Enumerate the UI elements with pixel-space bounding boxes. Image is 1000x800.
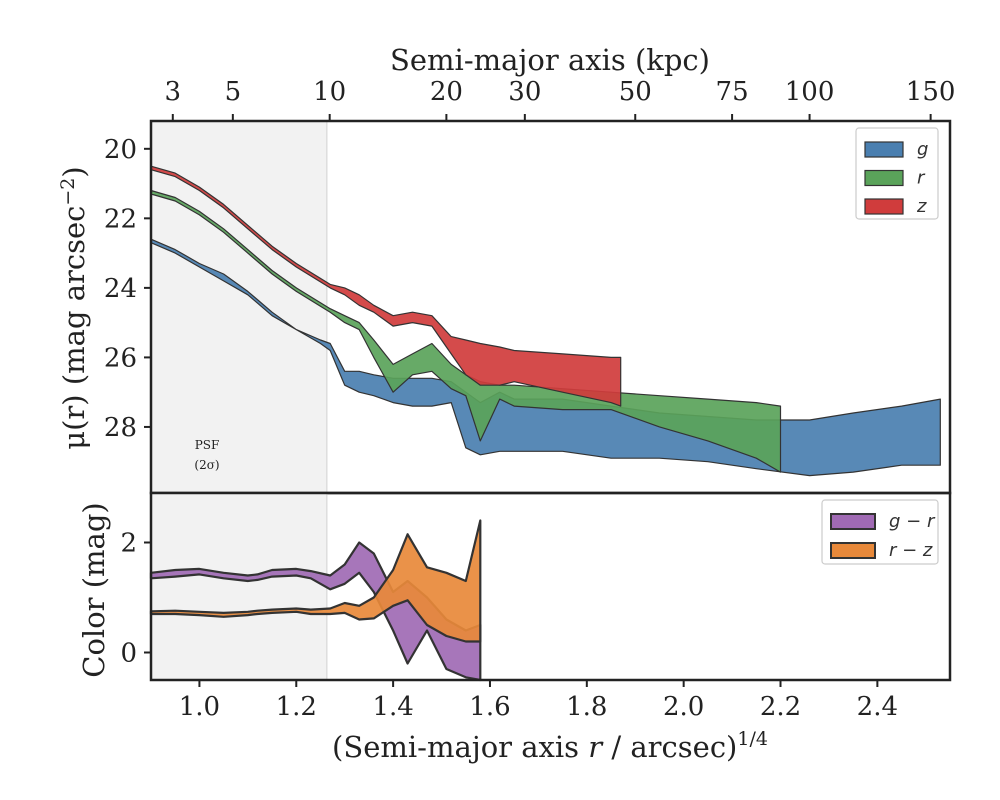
kpc-tick-label-5: 5 [225,77,242,107]
color-legend-swatch-g-r [830,513,876,530]
psf-region-shade-color [151,493,327,680]
psf-label: PSF [195,438,220,452]
xtick-label-1.8: 1.8 [566,692,607,722]
mu-axis-label: μ(r) (mag arcsec−2) [57,166,91,449]
mu-legend-swatch-g [864,141,904,158]
color-ytick-label-0: 0 [120,639,137,669]
mu-band-z [150,165,622,407]
mu-ytick-label-24: 24 [104,274,137,304]
mu-legend-label-z: z [916,196,927,217]
mu-ytick-label-26: 26 [104,343,137,373]
x-axis-label-var: r [588,730,604,764]
psf-sigma-label: (2σ) [194,458,219,472]
xtick-label-1.4: 1.4 [372,692,413,722]
surface-brightness-panel: 20 22 24 26 28 3 5 10 20 30 50 75 100 150 Semi-major… [57,43,956,495]
color-legend-label-g-r: g − r [889,511,936,532]
mu-axis-label-close: ) [57,166,91,177]
color-axis-label: Color (mag) [77,502,111,677]
x-axis-label: (Semi-major axis r / arcsec)1/4 [332,728,768,764]
kpc-tick-label-150: 150 [906,77,956,107]
mu-ytick-label-28: 28 [104,413,137,443]
mu-ytick-label-20: 20 [104,135,137,165]
kpc-tick-label-3: 3 [165,77,182,107]
kpc-tick-label-50: 50 [619,77,652,107]
xtick-label-1.0: 1.0 [179,692,220,722]
xtick-label-2.0: 2.0 [663,692,704,722]
mu-band-r [150,189,782,473]
color-legend: g − r r − z [821,499,939,565]
x-axis-label-post: / arcsec) [602,730,737,764]
color-panel: 02 1.0 1.2 1.4 1.6 1.8 2.0 2.2 2.4 Color (mag) … [77,491,952,764]
psf-region-shade [151,121,327,493]
color-panel-frame [149,491,952,682]
xtick-label-1.6: 1.6 [469,692,510,722]
mu-ytick-label-22: 22 [104,204,137,234]
mu-band-g [150,238,941,477]
color-band-r-z [149,519,482,643]
mu-axis-label-sup: −2 [57,178,79,206]
xtick-label-1.2: 1.2 [276,692,317,722]
xtick-label-2.4: 2.4 [857,692,898,722]
color-legend-label-r-z: r − z [889,540,933,561]
color-legend-swatch-r-z [830,542,876,559]
kpc-tick-label-75: 75 [716,77,749,107]
kpc-tick-label-30: 30 [508,77,541,107]
mu-legend-swatch-r [864,169,904,187]
x-axis-label-pre: (Semi-major axis [332,730,588,764]
kpc-tick-label-100: 100 [785,77,835,107]
color-ytick-label-2: 2 [120,529,137,559]
kpc-tick-label-10: 10 [313,77,346,107]
kpc-tick-label-20: 20 [430,77,463,107]
xtick-label-2.2: 2.2 [760,692,801,722]
mu-legend-label-g: g [917,139,928,160]
mu-legend: grz [855,127,939,220]
x-axis-label-sup: 1/4 [737,728,768,750]
mu-legend-label-r: r [917,168,926,189]
top-axis-title: Semi-major axis (kpc) [390,43,710,77]
mu-axis-label-main: μ(r) (mag arcsec [57,206,91,450]
mu-legend-swatch-z [864,198,904,215]
